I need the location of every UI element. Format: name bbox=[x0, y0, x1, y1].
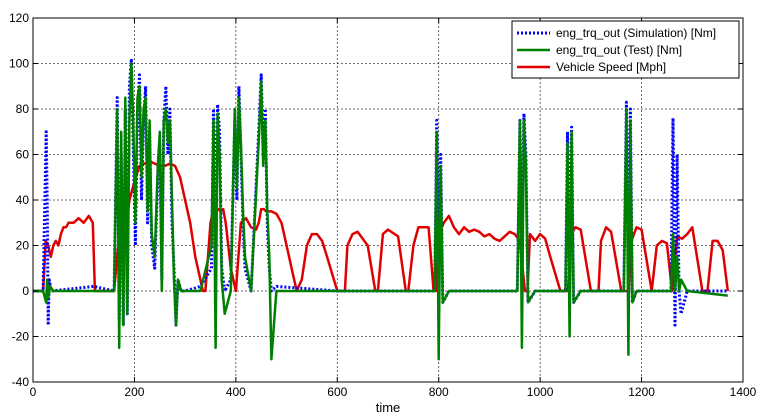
x-tick-label-7: 1400 bbox=[730, 385, 757, 399]
x-tick-label-1: 200 bbox=[124, 385, 144, 399]
x-tick-label-0: 0 bbox=[30, 385, 37, 399]
y-tick-label-5: 60 bbox=[16, 148, 30, 162]
y-tick-label-8: 120 bbox=[9, 11, 29, 25]
legend-label-1: eng_trq_out (Test) [Nm] bbox=[556, 43, 682, 57]
y-tick-label-3: 20 bbox=[16, 239, 30, 253]
x-tick-label-6: 1200 bbox=[628, 385, 655, 399]
y-tick-label-4: 40 bbox=[16, 193, 30, 207]
y-tick-label-7: 100 bbox=[9, 57, 29, 71]
y-tick-label-2: 0 bbox=[22, 284, 29, 298]
x-tick-label-4: 800 bbox=[429, 385, 449, 399]
y-tick-label-0: -40 bbox=[12, 375, 30, 389]
y-tick-label-1: -20 bbox=[12, 330, 30, 344]
tick-labels: 0 200 400 600 800 1000 1200 1400 -40 -20 0 20 40 60 80… bbox=[9, 11, 757, 399]
x-tick-label-3: 600 bbox=[327, 385, 347, 399]
x-tick-label-5: 1000 bbox=[527, 385, 554, 399]
x-tick-label-2: 400 bbox=[226, 385, 246, 399]
x-axis-label: time bbox=[376, 400, 401, 415]
legend-label-2: Vehicle Speed [Mph] bbox=[556, 60, 666, 74]
axes bbox=[32, 17, 744, 383]
y-tick-label-6: 80 bbox=[16, 102, 30, 116]
legend-label-0: eng_trq_out (Simulation) [Nm] bbox=[556, 26, 716, 40]
series-layer bbox=[33, 57, 730, 361]
series-line-1 bbox=[33, 62, 728, 361]
legend: eng_trq_out (Simulation) [Nm] eng_trq_out… bbox=[511, 20, 740, 79]
